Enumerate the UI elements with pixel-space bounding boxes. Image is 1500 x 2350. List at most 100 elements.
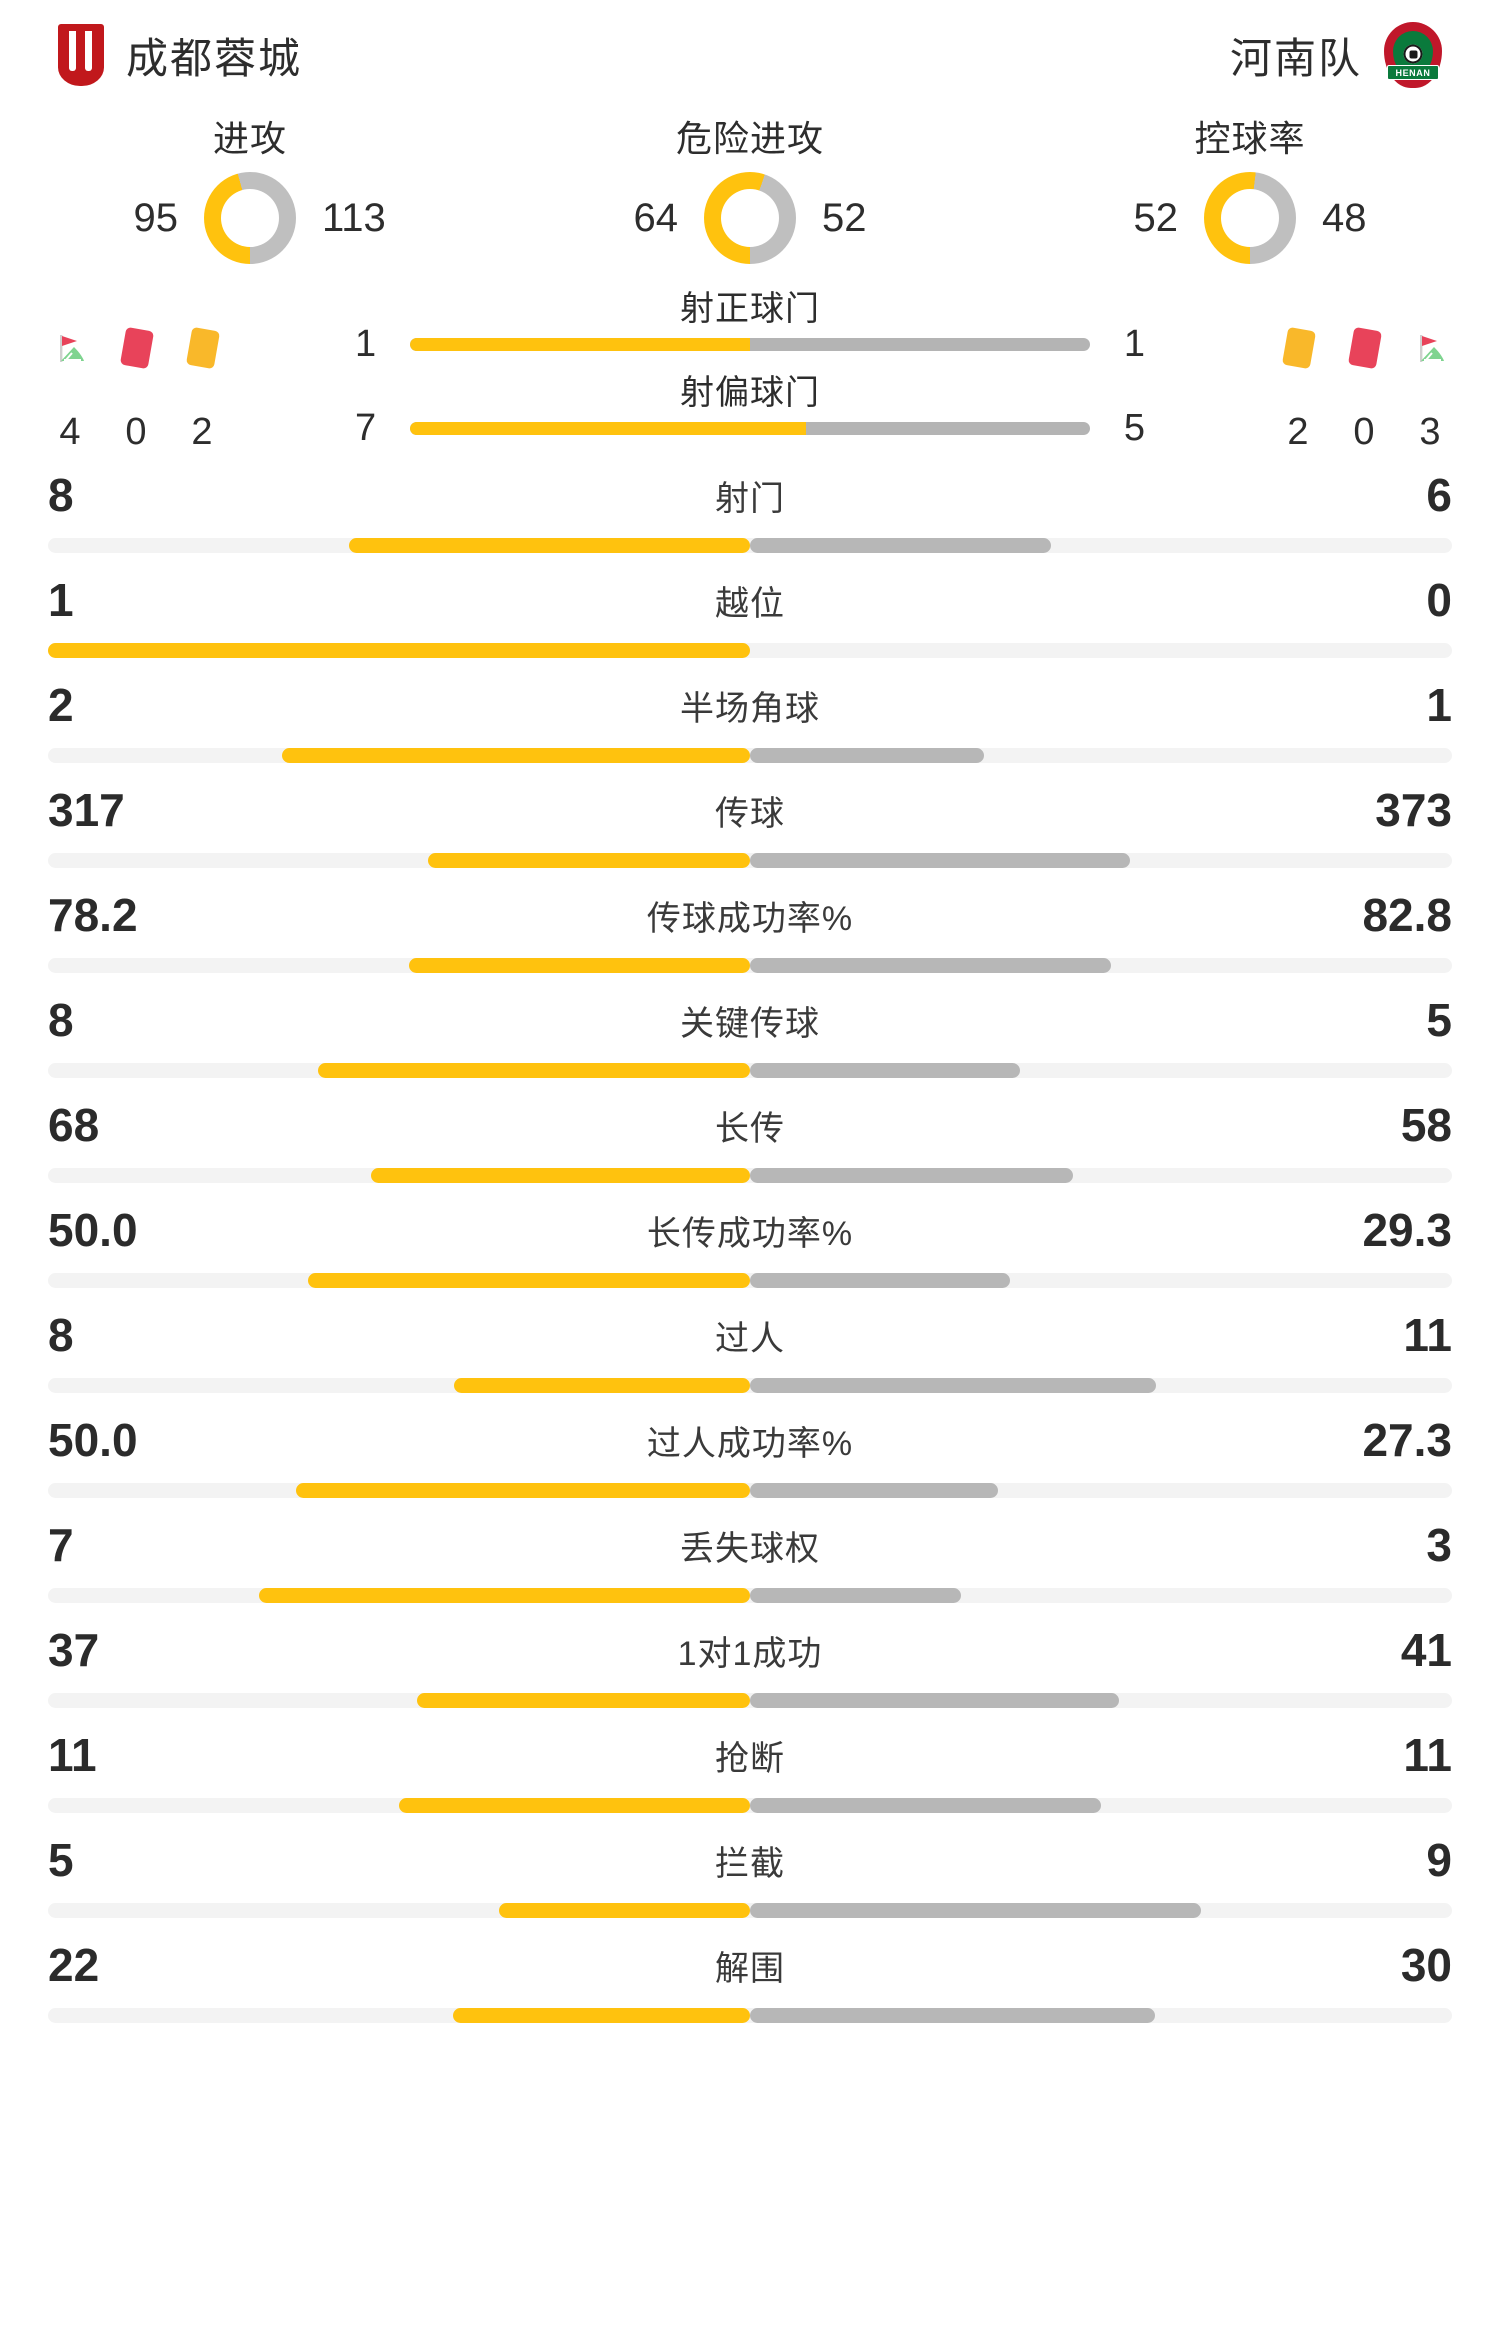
home-yellow-card-count: 2 <box>191 411 213 453</box>
donut-chart-2 <box>1204 172 1296 264</box>
stat-bar-home-6 <box>370 1168 750 1183</box>
stat-away-value-1: 0 <box>1426 574 1452 626</box>
stat-bar-away-14 <box>750 2008 1156 2023</box>
donut-home-value-2: 52 <box>1133 195 1179 240</box>
stat-bar-home-14 <box>453 2008 750 2023</box>
stat-label-8: 过人 <box>715 1319 785 1358</box>
shots-on-target-label: 射正球门 <box>680 290 820 328</box>
donut-chart-0 <box>204 172 296 264</box>
stat-away-value-10: 3 <box>1426 1519 1452 1571</box>
stat-row: 8 过人 11 <box>0 1300 1500 1405</box>
stat-bar-home-2 <box>281 748 750 763</box>
home-discipline-values: 4 0 2 <box>48 411 224 454</box>
shots-off-target-home-value: 7 <box>355 406 377 449</box>
stat-bar-home-3 <box>427 853 750 868</box>
stat-away-value-13: 9 <box>1426 1834 1452 1886</box>
shot-stats-block: 射正球门 射偏球门 1 1 4 0 2 2 0 3 7 5 <box>0 285 1500 460</box>
stat-bar-home-11 <box>417 1693 750 1708</box>
stat-row: 37 1对1成功 41 <box>0 1615 1500 1720</box>
stat-away-value-6: 58 <box>1400 1099 1452 1151</box>
stat-bar-home-12 <box>399 1798 750 1813</box>
stat-row: 5 拦截 9 <box>0 1825 1500 1930</box>
shots-on-target-bar <box>410 337 1090 351</box>
donut-title-1: 危险进攻 <box>675 118 824 159</box>
stat-bar-home-13 <box>499 1903 750 1918</box>
stat-home-value-8: 8 <box>48 1309 74 1361</box>
corner-flag-icon <box>48 325 92 371</box>
stat-bar-away-5 <box>750 1063 1021 1078</box>
home-team: 成都蓉城 <box>58 24 302 86</box>
stat-bar-track-11 <box>48 1693 1452 1708</box>
stat-home-value-14: 22 <box>48 1939 100 1991</box>
home-discipline-icons <box>48 325 224 371</box>
stat-bar-track-1 <box>48 643 1452 658</box>
stat-home-value-13: 5 <box>48 1834 74 1886</box>
stat-home-value-7: 50.0 <box>48 1204 138 1256</box>
stat-bar-away-6 <box>750 1168 1073 1183</box>
donut-stats-row: 进攻 95 113 危险进攻 64 52 控球率 52 48 <box>0 110 1500 285</box>
stat-bar-away-4 <box>750 958 1111 973</box>
stat-bar-track-8 <box>48 1378 1452 1393</box>
donut-away-value-1: 52 <box>822 195 867 240</box>
henan-crest-logo: HENAN <box>1384 22 1442 88</box>
henan-logo-text: HENAN <box>1395 67 1431 78</box>
shots-off-target-row: 7 5 <box>0 407 1500 449</box>
stat-bar-away-10 <box>750 1588 961 1603</box>
shots-on-target-row: 1 1 <box>0 323 1500 365</box>
stat-away-value-4: 82.8 <box>1362 889 1452 941</box>
shots-off-target-label: 射偏球门 <box>680 374 820 412</box>
donut-title-2: 控球率 <box>1194 118 1306 159</box>
away-yellow-card-count: 2 <box>1287 411 1309 453</box>
stat-home-value-11: 37 <box>48 1624 100 1676</box>
stat-row: 8 射门 6 <box>0 460 1500 565</box>
stat-label-0: 射门 <box>715 479 785 518</box>
stat-label-12: 抢断 <box>715 1739 785 1778</box>
stat-away-value-0: 6 <box>1426 469 1452 521</box>
stat-away-value-12: 11 <box>1403 1729 1452 1781</box>
donut-home-value-1: 64 <box>633 195 679 240</box>
stat-away-value-7: 29.3 <box>1362 1204 1452 1256</box>
shots-on-target-home-value: 1 <box>355 322 377 365</box>
stat-bar-home-0 <box>349 538 750 553</box>
stat-label-7: 长传成功率% <box>646 1214 854 1253</box>
stat-label-14: 解围 <box>715 1949 785 1988</box>
donut-away-value-0: 113 <box>322 195 386 240</box>
stat-bar-away-3 <box>750 853 1130 868</box>
stat-away-value-11: 41 <box>1400 1624 1452 1676</box>
stat-bar-away-2 <box>750 748 984 763</box>
stat-bar-track-7 <box>48 1273 1452 1288</box>
stat-bar-track-5 <box>48 1063 1452 1078</box>
stat-label-4: 传球成功率% <box>646 899 854 938</box>
stat-home-value-1: 1 <box>48 574 74 626</box>
stat-bar-home-1 <box>48 643 750 658</box>
stat-away-value-8: 11 <box>1403 1309 1452 1361</box>
stat-row: 11 抢断 11 <box>0 1720 1500 1825</box>
donut-chart-1 <box>704 172 796 264</box>
shots-off-target-away-value: 5 <box>1123 406 1145 449</box>
stat-row: 50.0 长传成功率% 29.3 <box>0 1195 1500 1300</box>
stat-bar-home-4 <box>408 958 750 973</box>
shots-on-target-away-value: 1 <box>1123 322 1145 365</box>
stat-home-value-2: 2 <box>48 679 74 731</box>
donut-home-value-0: 95 <box>133 195 179 240</box>
stat-bar-track-3 <box>48 853 1452 868</box>
away-discipline-values: 2 0 3 <box>1276 411 1452 454</box>
stat-bar-away-0 <box>750 538 1052 553</box>
stat-away-value-14: 30 <box>1400 1939 1452 1991</box>
stat-home-value-12: 11 <box>48 1729 97 1781</box>
stat-label-13: 拦截 <box>715 1844 785 1883</box>
stat-bar-home-5 <box>318 1063 750 1078</box>
stat-label-10: 丢失球权 <box>680 1529 820 1568</box>
stat-bar-home-10 <box>258 1588 750 1603</box>
stat-bar-track-2 <box>48 748 1452 763</box>
stat-away-value-3: 373 <box>1375 784 1452 836</box>
stat-home-value-5: 8 <box>48 994 74 1046</box>
stat-label-6: 长传 <box>715 1109 785 1148</box>
stat-away-value-5: 5 <box>1426 994 1452 1046</box>
stat-bar-away-11 <box>750 1693 1120 1708</box>
stat-row: 22 解围 30 <box>0 1930 1500 2035</box>
stat-row: 2 半场角球 1 <box>0 670 1500 775</box>
stat-away-value-9: 27.3 <box>1362 1414 1452 1466</box>
stat-rows-list: 8 射门 6 1 越位 0 2 半场角球 1 317 传球 373 78.2 传球成功率% 82.8 8 关键传… <box>0 460 1500 2035</box>
